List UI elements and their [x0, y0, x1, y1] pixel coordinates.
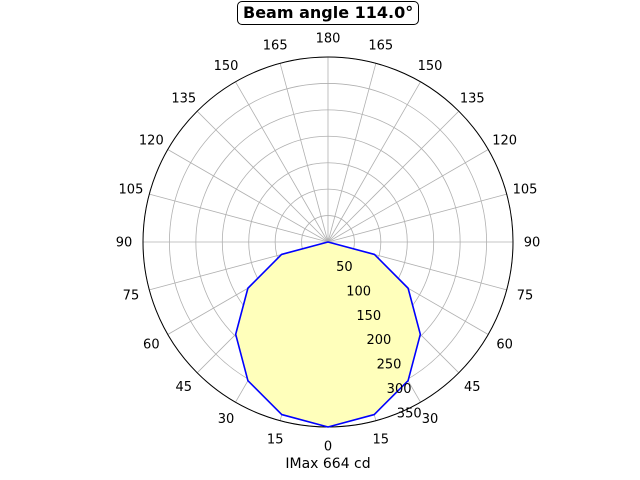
series-layer: [234, 241, 422, 428]
angle-tick-label: 180: [316, 32, 341, 47]
angle-tick-label: 60: [496, 338, 513, 353]
radial-tick-label: 150: [356, 309, 381, 324]
angle-tick-labels: 180 1651501351201059075604530150153045607…: [116, 32, 541, 455]
angle-tick-label: 90: [524, 236, 541, 251]
angle-tick-label: 75: [517, 288, 534, 303]
angular-grid-line: [279, 63, 329, 243]
chart-title: Beam angle 114.0°: [237, 1, 420, 25]
angle-tick-label: 105: [119, 183, 144, 198]
angle-tick-label: 150: [214, 59, 239, 74]
angular-grid-line: [149, 193, 329, 243]
radial-tick-labels: 50 100 150 200 250 300 350: [336, 260, 422, 422]
angle-tick-label: 15: [267, 433, 284, 448]
angle-tick-label: 150: [418, 59, 443, 74]
angle-tick-label: 135: [460, 91, 485, 106]
angular-grid-line: [327, 63, 377, 243]
angular-grid-line: [167, 149, 329, 243]
angle-tick-label: 45: [175, 380, 192, 395]
angular-grid-line: [327, 149, 489, 243]
angle-tick-label: 60: [143, 338, 160, 353]
angular-grid-line: [235, 81, 329, 243]
radial-tick-label: 50: [336, 260, 353, 275]
angle-tick-label: 105: [513, 183, 538, 198]
angle-tick-label: 165: [263, 38, 288, 53]
angle-tick-label: 120: [139, 134, 164, 149]
angle-tick-label: 90: [116, 236, 133, 251]
angle-tick-label: 165: [368, 38, 393, 53]
series-line: [234, 241, 422, 428]
angle-tick-label: 135: [171, 91, 196, 106]
series-fill-area: [235, 242, 421, 427]
angle-tick-label: 15: [373, 433, 390, 448]
radial-tick-label: 300: [387, 382, 412, 397]
x-axis-label: IMax 664 cd: [285, 456, 371, 472]
angular-grid-line: [196, 110, 329, 243]
radial-tick-label: 250: [377, 358, 402, 373]
angular-grid-line: [327, 81, 421, 243]
angular-grid-line: [327, 193, 507, 243]
radial-tick-label: 100: [346, 284, 371, 299]
angle-tick-label: 0: [324, 440, 332, 455]
angle-tick-label: 30: [422, 412, 439, 427]
angular-grid-line: [327, 110, 460, 243]
angle-tick-label: 120: [492, 134, 517, 149]
angle-tick-label: 75: [123, 288, 140, 303]
radial-tick-label: 350: [397, 406, 422, 421]
angle-tick-label: 30: [218, 412, 235, 427]
radial-tick-label: 200: [366, 333, 391, 348]
angle-tick-label: 45: [464, 380, 481, 395]
